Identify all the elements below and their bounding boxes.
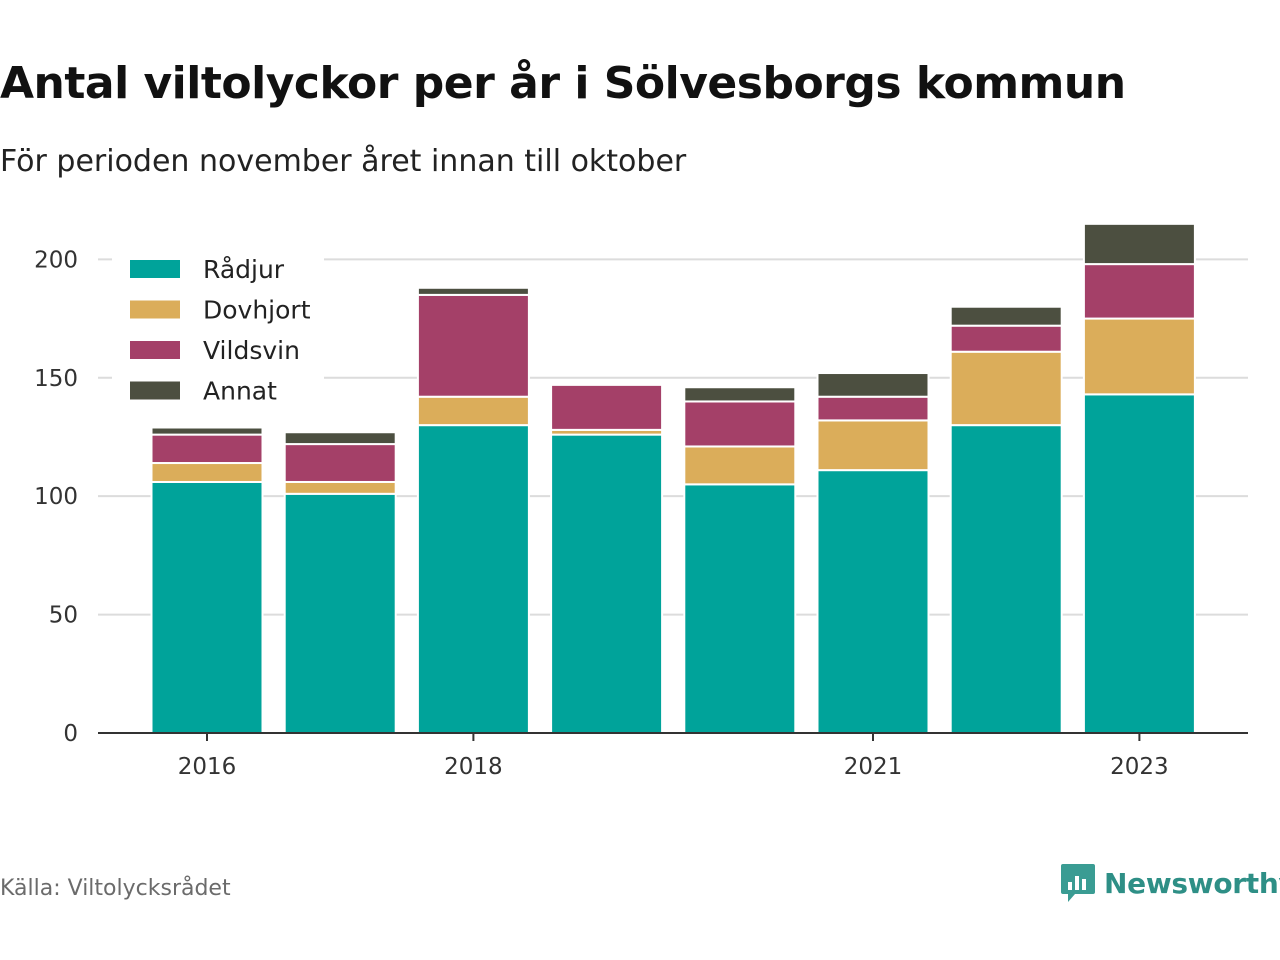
bar-segment-Rådjur xyxy=(283,492,397,734)
x-tick-label: 2018 xyxy=(444,754,503,780)
bar-segment-Dovhjort xyxy=(816,419,930,472)
bar-segment-Rådjur xyxy=(683,483,797,734)
bar-segment-Dovhjort xyxy=(150,462,264,483)
y-tick-label: 50 xyxy=(49,603,78,629)
legend: Rådjur Dovhjort Vildsvin Annat xyxy=(112,246,324,410)
bar-segment-Rådjur xyxy=(1082,393,1196,734)
bar-segment-Vildsvin xyxy=(816,395,930,422)
bar-segment-Dovhjort xyxy=(683,445,797,486)
bar-segment-Dovhjort xyxy=(416,395,530,427)
legend-swatch xyxy=(130,260,180,278)
y-axis-tick-labels: 0 50 100 150 200 xyxy=(34,247,78,747)
bar-stack-2018 xyxy=(416,286,530,734)
bar-segment-Vildsvin xyxy=(550,383,664,431)
legend-item-Rådjur: Rådjur xyxy=(130,255,285,284)
legend-swatch xyxy=(130,381,180,400)
y-tick-label: 200 xyxy=(34,247,78,273)
bar-stack-2021 xyxy=(816,372,930,734)
bar-segment-Vildsvin xyxy=(949,324,1063,353)
newsworthy-logo-icon xyxy=(1061,864,1095,902)
x-tick-label: 2021 xyxy=(844,754,903,780)
bar-segment-Annat xyxy=(816,372,930,398)
bar-segment-Annat xyxy=(1082,222,1196,266)
newsworthy-logo: Newsworthy xyxy=(1060,862,1280,904)
legend-item-Dovhjort: Dovhjort xyxy=(130,296,311,325)
bar-segment-Vildsvin xyxy=(150,433,264,465)
legend-label: Rådjur xyxy=(203,255,285,284)
bar-stack-2016 xyxy=(150,426,264,734)
bar-stack-2023 xyxy=(1082,222,1196,734)
bar-stack-2020 xyxy=(683,386,797,734)
bar-segment-Rådjur xyxy=(816,469,930,734)
y-tick-label: 100 xyxy=(34,484,78,510)
bar-segment-Annat xyxy=(150,426,264,436)
x-tick-label: 2023 xyxy=(1110,754,1169,780)
legend-swatch xyxy=(130,300,180,319)
bar-segment-Rådjur xyxy=(550,433,664,734)
bar-segment-Dovhjort xyxy=(1082,317,1196,396)
bar-segment-Dovhjort xyxy=(283,480,397,495)
legend-swatch xyxy=(130,341,180,359)
y-tick-label: 0 xyxy=(63,721,78,747)
bar-segment-Dovhjort xyxy=(949,350,1063,427)
bar-stack-2022 xyxy=(949,305,1063,734)
bars xyxy=(150,222,1196,734)
bar-segment-Rådjur xyxy=(949,424,1063,734)
x-axis-tick-labels: 2016 2018 2021 2023 xyxy=(178,733,1169,780)
legend-item-Vildsvin: Vildsvin xyxy=(130,336,300,365)
x-tick-label: 2016 xyxy=(178,754,237,780)
y-tick-label: 150 xyxy=(34,366,78,392)
bar-segment-Vildsvin xyxy=(683,400,797,448)
bar-stack-2017 xyxy=(283,431,397,734)
bar-segment-Annat xyxy=(949,305,1063,327)
legend-item-Annat: Annat xyxy=(130,377,277,406)
legend-label: Vildsvin xyxy=(203,336,300,365)
legend-label: Annat xyxy=(203,377,277,406)
bar-segment-Annat xyxy=(283,431,397,446)
bar-segment-Rådjur xyxy=(150,480,264,734)
brand-name: Newsworthy xyxy=(1104,866,1280,900)
chart-subtitle: För perioden november året innan till ok… xyxy=(0,144,687,179)
chart-title: Antal viltolyckor per år i Sölvesborgs k… xyxy=(0,58,1126,109)
bar-segment-Rådjur xyxy=(416,424,530,734)
bar-segment-Vildsvin xyxy=(1082,263,1196,320)
bar-segment-Vildsvin xyxy=(416,293,530,398)
bar-segment-Vildsvin xyxy=(283,443,397,483)
bar-segment-Annat xyxy=(416,286,530,296)
legend-label: Dovhjort xyxy=(203,296,311,325)
bar-segment-Annat xyxy=(683,386,797,403)
source-note: Källa: Viltolycksrådet xyxy=(0,876,231,901)
bar-stack-2019 xyxy=(550,383,664,734)
